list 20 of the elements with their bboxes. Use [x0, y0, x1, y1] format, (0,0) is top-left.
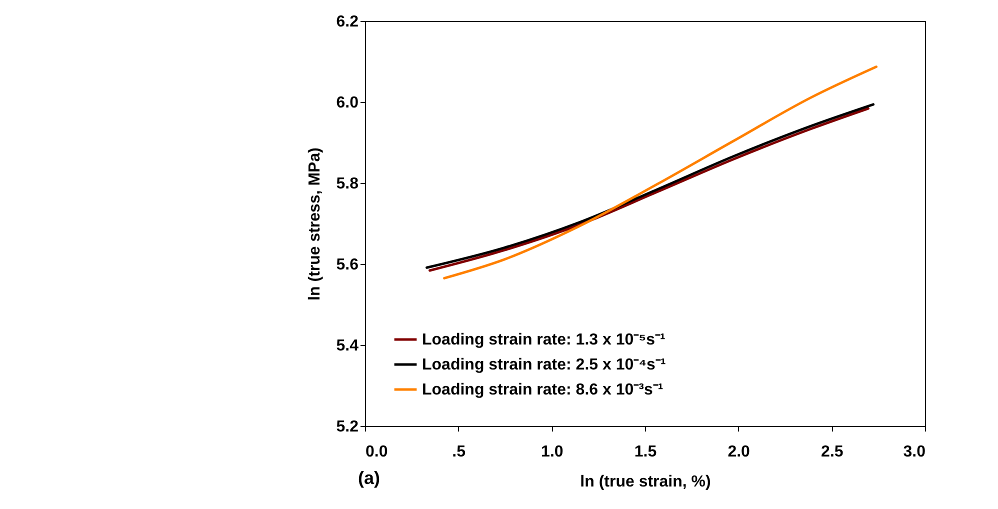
legend-label: Loading strain rate: 2.5 x 10⁻⁴s⁻¹	[422, 356, 666, 374]
x-axis-title: ln (true strain, %)	[580, 474, 711, 490]
legend-label: Loading strain rate: 8.6 x 10⁻³s⁻¹	[422, 382, 664, 398]
x-tick-label: 2.5	[821, 444, 844, 460]
x-tick-label: 2.0	[728, 444, 750, 460]
text: (a)	[358, 468, 380, 489]
y-axis-title: ln (true stress, MPa)	[306, 148, 324, 300]
x-tick-label: 3.0	[903, 444, 926, 460]
x-tick-label: 1.5	[634, 444, 657, 460]
y-tick-label: 5.2	[336, 418, 359, 436]
y-tick-label: 5.8	[336, 176, 359, 192]
y-tick-label: 5.4	[336, 338, 359, 354]
line-series	[443, 66, 878, 280]
y-tick-label: 6.0	[336, 94, 359, 112]
legend-label: Loading strain rate: 1.3 x 10⁻⁵s⁻¹	[422, 332, 666, 348]
y-tick-label: 6.2	[336, 14, 359, 30]
y-tick-label: 5.6	[336, 256, 359, 274]
x-tick-label: 0.0	[366, 444, 388, 460]
x-tick-label: .5	[452, 444, 466, 460]
x-tick-label: 1.0	[541, 444, 564, 460]
